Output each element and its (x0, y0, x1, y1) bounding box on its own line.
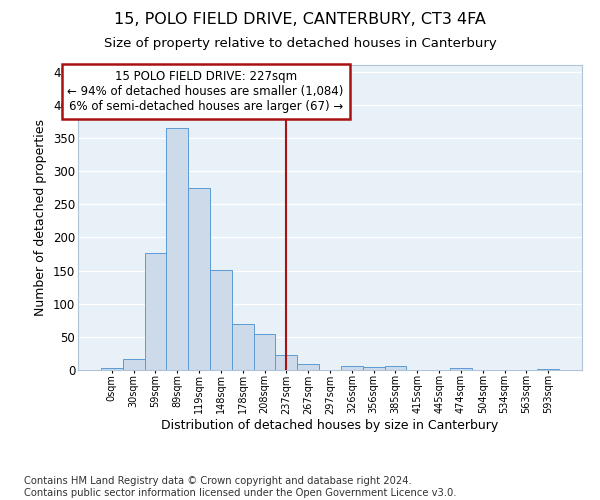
Bar (297, 364, 319, 370)
Bar (232, 324, 254, 370)
Text: Size of property relative to detached houses in Canterbury: Size of property relative to detached ho… (104, 38, 496, 51)
Bar (385, 366, 406, 370)
Bar (101, 368, 123, 370)
X-axis label: Distribution of detached houses by size in Canterbury: Distribution of detached houses by size … (161, 419, 499, 432)
Bar (450, 368, 472, 370)
Bar (537, 368, 559, 370)
Text: 15 POLO FIELD DRIVE: 227sqm
← 94% of detached houses are smaller (1,084)
6% of s: 15 POLO FIELD DRIVE: 227sqm ← 94% of det… (67, 70, 344, 114)
Bar (123, 358, 145, 370)
Bar (254, 334, 275, 370)
Text: Contains HM Land Registry data © Crown copyright and database right 2024.
Contai: Contains HM Land Registry data © Crown c… (24, 476, 457, 498)
Text: 15, POLO FIELD DRIVE, CANTERBURY, CT3 4FA: 15, POLO FIELD DRIVE, CANTERBURY, CT3 4F… (114, 12, 486, 28)
Bar (166, 128, 188, 370)
Bar (145, 252, 166, 370)
Bar (275, 356, 297, 370)
Y-axis label: Number of detached properties: Number of detached properties (34, 119, 47, 316)
Bar (188, 188, 210, 370)
Bar (341, 366, 363, 370)
Bar (363, 366, 385, 370)
Bar (210, 270, 232, 370)
